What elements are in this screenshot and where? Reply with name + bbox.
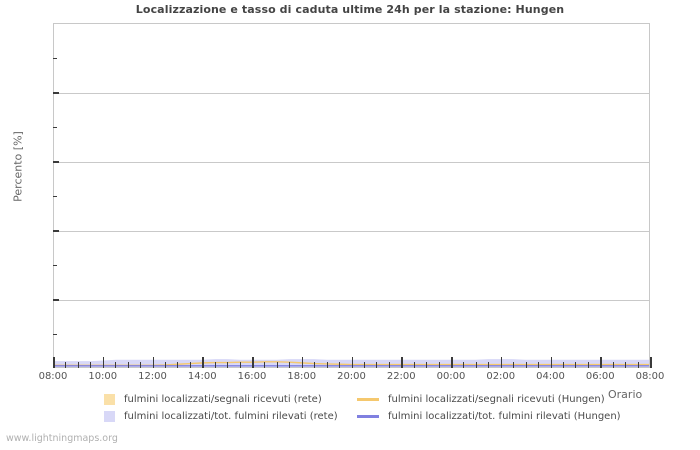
x-tick-mark-minor: [90, 362, 92, 368]
x-tick-mark-minor: [475, 362, 477, 368]
y-axis-label: Percento [%]: [11, 131, 25, 202]
y-tick-mark-minor: [53, 57, 57, 59]
x-tick-mark-minor: [376, 362, 378, 368]
x-tick-mark-minor: [637, 362, 639, 368]
x-tick-label: 20:00: [337, 371, 366, 382]
x-tick-mark: [650, 357, 652, 368]
legend-line-icon: [357, 398, 379, 401]
x-axis-label: Orario: [608, 388, 643, 401]
x-tick-mark-minor: [575, 362, 577, 368]
x-tick-mark-minor: [438, 362, 440, 368]
legend-label: fulmini localizzati/tot. fulmini rilevat…: [388, 411, 621, 422]
x-tick-mark: [202, 357, 204, 368]
x-tick-mark-minor: [276, 362, 278, 368]
legend-label: fulmini localizzati/tot. fulmini rilevat…: [124, 411, 338, 422]
x-tick-mark-minor: [388, 362, 390, 368]
x-tick-mark: [550, 357, 552, 368]
gridline: [54, 93, 649, 94]
legend-item-3: fulmini localizzati/tot. fulmini rilevat…: [357, 411, 621, 422]
x-tick-mark-minor: [463, 362, 465, 368]
gridline: [54, 300, 649, 301]
x-tick-mark-minor: [525, 362, 527, 368]
x-tick-mark-minor: [65, 362, 67, 368]
x-tick-mark: [152, 357, 154, 368]
x-tick-mark-minor: [239, 362, 241, 368]
x-tick-mark: [451, 357, 453, 368]
legend-item-2: fulmini localizzati/tot. fulmini rilevat…: [104, 411, 357, 422]
page-title: Localizzazione e tasso di caduta ultime …: [135, 3, 565, 16]
x-tick-mark-minor: [612, 362, 614, 368]
y-tick-mark-minor: [53, 333, 57, 335]
x-tick-mark-minor: [488, 362, 490, 368]
x-tick-mark: [401, 357, 403, 368]
legend-item-0: fulmini localizzati/segnali ricevuti (re…: [104, 394, 357, 405]
legend-line-icon: [357, 415, 379, 418]
series-plot: [54, 359, 649, 367]
plot-area: [53, 23, 650, 368]
x-tick-mark-minor: [513, 362, 515, 368]
y-tick-mark-minor: [53, 126, 57, 128]
x-tick-label: 08:00: [635, 371, 665, 382]
x-tick-mark: [252, 357, 254, 368]
legend-swatch-icon: [104, 411, 115, 422]
x-tick-mark-minor: [115, 362, 117, 368]
watermark: www.lightningmaps.org: [6, 433, 118, 444]
legend-row: fulmini localizzati/segnali ricevuti (re…: [104, 391, 624, 408]
legend-label: fulmini localizzati/segnali ricevuti (re…: [124, 394, 322, 405]
x-tick-mark: [500, 357, 503, 368]
x-tick-mark-minor: [426, 362, 428, 368]
x-tick-mark-minor: [625, 362, 627, 368]
y-tick-mark-minor: [53, 195, 57, 197]
y-tick-mark: [53, 92, 59, 94]
x-tick-mark-minor: [264, 362, 266, 368]
y-tick-mark: [53, 161, 59, 163]
x-tick-mark-minor: [164, 362, 166, 368]
y-tick-mark: [53, 230, 59, 232]
x-tick-mark-minor: [140, 362, 142, 368]
x-tick-label: 10:00: [88, 371, 118, 382]
legend-label: fulmini localizzati/segnali ricevuti (Hu…: [388, 394, 605, 405]
x-tick-mark: [102, 357, 105, 368]
x-tick-label: 04:00: [536, 371, 565, 382]
x-tick-mark-minor: [177, 362, 179, 368]
x-tick-label: 08:00: [38, 371, 68, 382]
x-tick-mark: [53, 357, 55, 368]
x-tick-label: 22:00: [386, 371, 416, 382]
x-tick-mark: [600, 357, 602, 368]
x-tick-label: 00:00: [436, 371, 466, 382]
x-tick-mark-minor: [127, 362, 129, 368]
x-tick-mark-minor: [587, 362, 589, 368]
x-tick-label: 12:00: [138, 371, 167, 382]
x-tick-mark: [301, 357, 304, 368]
x-tick-mark-minor: [538, 362, 540, 368]
x-tick-mark-minor: [339, 362, 341, 368]
legend-row: fulmini localizzati/tot. fulmini rilevat…: [104, 408, 624, 425]
x-tick-label: 14:00: [187, 371, 217, 382]
x-tick-mark: [351, 357, 353, 368]
x-tick-label: 18:00: [287, 371, 317, 382]
x-tick-mark-minor: [214, 362, 216, 368]
legend-swatch-icon: [104, 394, 115, 405]
y-tick-mark: [53, 299, 59, 301]
x-tick-mark-minor: [363, 362, 365, 368]
y-tick-mark-minor: [53, 264, 57, 266]
x-tick-label: 16:00: [237, 371, 267, 382]
gridline: [54, 162, 649, 163]
x-tick-mark-minor: [77, 362, 79, 368]
x-tick-label: 02:00: [486, 371, 516, 382]
chart-legend: fulmini localizzati/segnali ricevuti (re…: [104, 391, 624, 425]
x-tick-mark-minor: [189, 362, 191, 368]
x-tick-mark-minor: [314, 362, 316, 368]
x-tick-mark-minor: [562, 362, 564, 368]
legend-item-1: fulmini localizzati/segnali ricevuti (Hu…: [357, 394, 605, 405]
gridline: [54, 231, 649, 232]
x-tick-mark-minor: [326, 362, 328, 368]
x-tick-label: 06:00: [585, 371, 615, 382]
x-tick-mark-minor: [413, 362, 415, 368]
x-tick-mark-minor: [227, 362, 229, 368]
x-tick-mark-minor: [289, 362, 291, 368]
